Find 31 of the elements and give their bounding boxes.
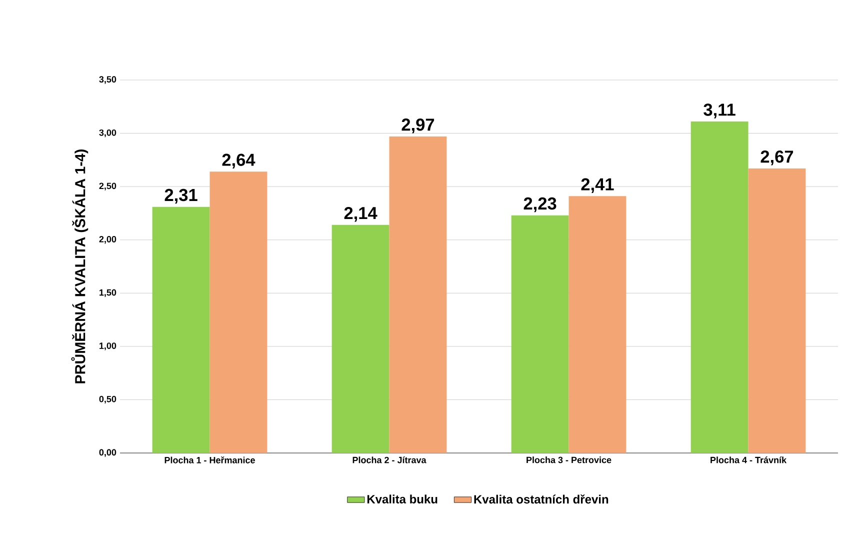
y-tick-label: 3,00 (99, 129, 116, 138)
legend-label: Kvalita buku (367, 494, 438, 504)
y-tick-label: 2,50 (99, 182, 116, 190)
x-tick-label: Plocha 2 - Jítrava (352, 456, 426, 464)
data-label: 2,67 (760, 150, 794, 166)
y-tick-label: 0,50 (99, 396, 116, 404)
bar (568, 196, 626, 453)
x-tick-label: Plocha 1 - Heřmanice (164, 456, 255, 464)
bar (748, 168, 806, 453)
x-tick-label: Plocha 3 - Petrovice (526, 456, 612, 464)
bar (389, 136, 447, 453)
y-tick-label: 2,00 (99, 236, 116, 244)
y-tick-label: 0,00 (99, 449, 116, 457)
data-label: 2,97 (402, 118, 434, 134)
data-label: 2,31 (164, 188, 198, 204)
data-label: 2,23 (524, 197, 556, 212)
y-axis-title: PRŮMĚRNÁ KVALITA (ŠKÁLA 1-4) (71, 150, 88, 384)
y-tick-label: 1,50 (100, 289, 116, 297)
data-label: 2,64 (222, 154, 256, 168)
y-tick-label: 1,00 (100, 342, 116, 350)
bar (210, 172, 268, 453)
bar (332, 224, 390, 453)
bar (511, 215, 569, 453)
data-label: 2,14 (344, 207, 378, 222)
bar (690, 122, 748, 453)
y-tick-label: 3,50 (99, 76, 116, 84)
legend-label: Kvalita ostatních dřevin (474, 494, 608, 504)
data-label: 3,11 (704, 104, 736, 118)
bar (152, 206, 210, 453)
x-tick-label: Plocha 4 - Trávník (710, 456, 787, 464)
data-label: 2,41 (581, 178, 614, 193)
